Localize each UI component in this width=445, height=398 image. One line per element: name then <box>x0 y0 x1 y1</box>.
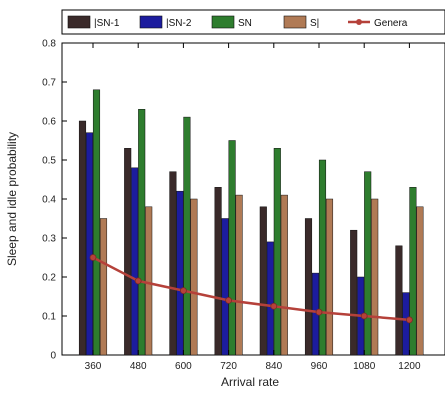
x-tick-label: 600 <box>175 361 192 372</box>
plot-area <box>61 42 445 356</box>
y-tick-label: 0.1 <box>42 312 56 323</box>
bar-sn2-1200 <box>402 292 410 356</box>
x-tick-label: 360 <box>85 361 102 372</box>
bar-s-960 <box>325 198 334 356</box>
legend-swatch <box>139 15 163 29</box>
x-axis: 360 480 600 720 840 960 1080 1200 <box>85 43 421 372</box>
bar-sn-840 <box>273 148 281 356</box>
bar-sn1-840 <box>259 206 267 356</box>
x-tick-label: 960 <box>311 361 328 372</box>
bar-sn1-720 <box>214 187 222 356</box>
legend-swatch <box>283 15 307 29</box>
bar-sn-360 <box>92 89 101 356</box>
bar-sn1-1080 <box>350 229 358 356</box>
y-tick-label: 0.4 <box>42 195 56 206</box>
y-tick-label: 0.2 <box>42 273 56 284</box>
y-tick-label: 0.3 <box>42 234 56 245</box>
legend-swatch <box>67 15 91 29</box>
line-layer <box>89 254 413 324</box>
x-axis-title: Arrival rate <box>221 375 279 389</box>
legend: |SN-1 |SN-2 SN S| Genera <box>61 9 445 35</box>
bar-s-840 <box>280 194 288 356</box>
x-tick-label: 1200 <box>398 361 421 372</box>
line-point <box>89 254 97 261</box>
bar-s-600 <box>190 198 198 356</box>
bar-sn1-1200 <box>395 245 403 356</box>
bar-sn1-600 <box>169 171 177 356</box>
bar-sn-1200 <box>409 187 417 356</box>
legend-label: Genera <box>374 18 408 29</box>
line-series <box>92 256 410 322</box>
legend-swatch <box>211 15 235 29</box>
y-tick-label: 0.7 <box>42 78 56 89</box>
bar-sn2-720 <box>221 218 229 356</box>
legend-box <box>61 9 445 35</box>
bar-sn2-360 <box>85 132 94 356</box>
x-tick-label: 840 <box>265 361 282 372</box>
y-tick-label: 0 <box>50 351 56 362</box>
bars-layer <box>78 89 424 356</box>
bar-s-360 <box>99 218 108 356</box>
bar-sn2-600 <box>176 190 184 356</box>
y-axis-title: Sleep and idle probability <box>5 132 19 266</box>
bar-sn-480 <box>138 109 146 356</box>
line-point <box>179 287 187 295</box>
x-tick-label: 480 <box>130 361 147 372</box>
line-point <box>315 308 323 316</box>
line-point <box>134 277 142 285</box>
bar-sn1-960 <box>304 218 313 356</box>
bar-sn-1080 <box>364 171 372 356</box>
bar-sn-960 <box>318 159 327 356</box>
legend-label: |SN-2 <box>166 18 192 29</box>
y-axis: 0 0.1 0.2 0.3 0.4 0.5 0.6 0.7 0.8 <box>42 39 67 362</box>
bar-sn2-480 <box>131 167 139 356</box>
legend-label: S| <box>310 18 319 29</box>
bar-sn1-480 <box>124 148 132 356</box>
legend-label: |SN-1 <box>94 18 120 29</box>
bar-s-480 <box>145 206 153 356</box>
line-point <box>270 302 278 310</box>
y-tick-label: 0.6 <box>42 117 56 128</box>
bar-s-1200 <box>416 206 424 356</box>
line-point <box>225 296 233 304</box>
bar-s-720 <box>235 194 243 356</box>
line-point <box>405 316 413 324</box>
y-tick-label: 0.5 <box>42 156 56 167</box>
x-tick-label: 720 <box>220 361 237 372</box>
bar-sn-720 <box>228 140 236 356</box>
x-tick-label: 1080 <box>353 361 376 372</box>
legend-label: SN <box>238 18 252 29</box>
y-tick-label: 0.8 <box>42 39 56 50</box>
bar-sn1-360 <box>78 120 87 356</box>
legend-marker <box>356 19 362 25</box>
bar-sn2-840 <box>266 241 274 356</box>
bar-s-1080 <box>371 198 379 356</box>
line-point <box>360 312 368 320</box>
bar-sn-600 <box>183 116 191 356</box>
